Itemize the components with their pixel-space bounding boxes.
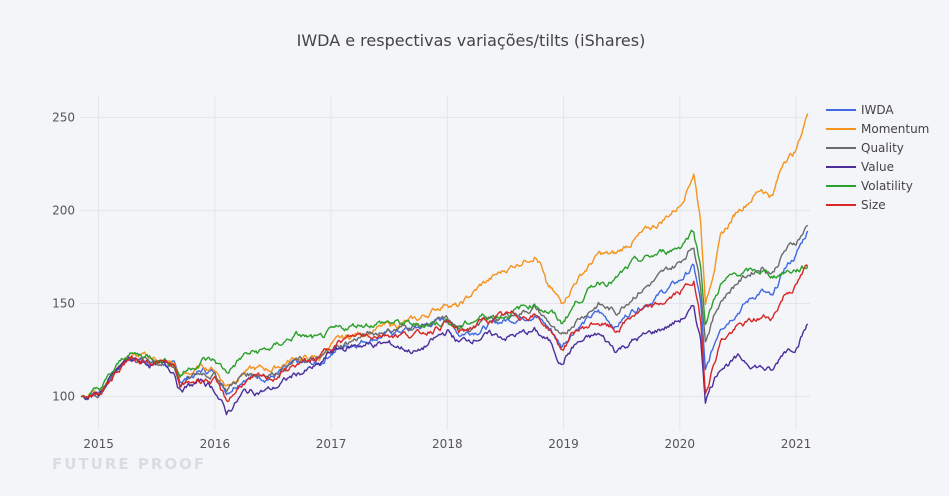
y-tick-label: 200 [52,203,75,217]
x-tick-label: 2017 [316,437,347,451]
series-line-size [81,264,809,403]
x-tick-label: 2021 [781,437,812,451]
y-tick-label: 100 [52,390,75,404]
x-tick-label: 2015 [83,437,114,451]
series-line-momentum [80,113,809,399]
y-tick-label: 250 [52,110,75,124]
legend-label: Momentum [861,122,929,136]
x-tick-label: 2018 [432,437,463,451]
legend-label: IWDA [861,103,894,117]
legend-label: Volatility [861,179,913,193]
y-axis-tick-labels: 100 150 200 250 [52,110,75,403]
series-line-value [81,305,809,416]
legend-item-quality[interactable]: Quality [826,141,904,155]
x-axis-tick-labels: 2015 2016 2017 2018 2019 2020 2021 [83,437,811,451]
legend-item-iwda[interactable]: IWDA [826,103,894,117]
legend-label: Quality [861,141,904,155]
x-tick-label: 2020 [665,437,696,451]
series-line-volatility [80,229,809,399]
legend-item-volatility[interactable]: Volatility [826,179,913,193]
legend-item-momentum[interactable]: Momentum [826,122,929,136]
x-tick-label: 2019 [548,437,579,451]
series-lines [80,113,809,416]
y-tick-label: 150 [52,296,75,310]
legend-label: Value [861,160,894,174]
legend[interactable]: IWDA Momentum Quality Value Volatility Size [826,103,929,212]
legend-label: Size [861,198,886,212]
x-tick-label: 2016 [200,437,231,451]
legend-item-size[interactable]: Size [826,198,886,212]
chart-title: IWDA e respectivas variações/tilts (iSha… [297,31,646,50]
series-line-quality [81,224,809,401]
watermark-logo: FUTURE PROOF [52,455,206,473]
legend-item-value[interactable]: Value [826,160,894,174]
